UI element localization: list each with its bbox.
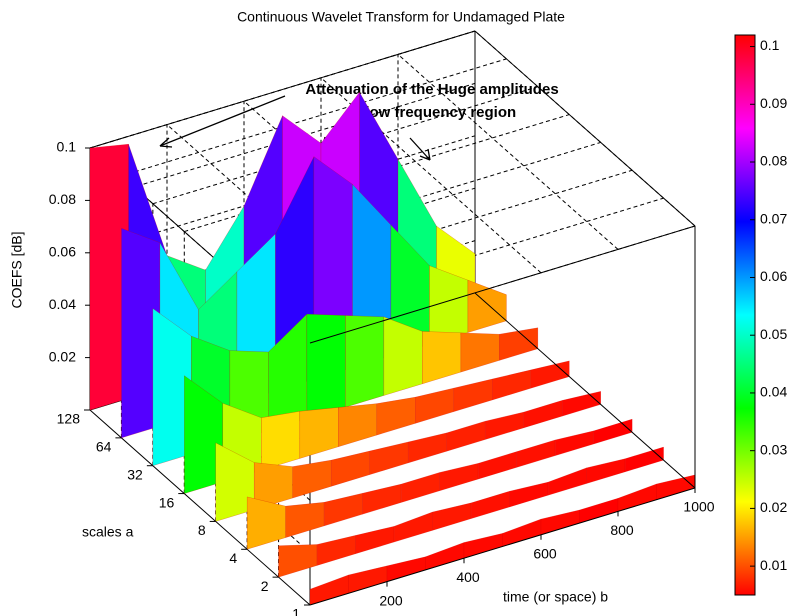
x-tick-label: 600 [533, 546, 557, 562]
surface-patch [393, 511, 433, 543]
z-tick-label: 0.02 [49, 348, 76, 364]
surface-patch [499, 327, 539, 361]
surface-patch [463, 533, 503, 559]
surface-patch [348, 565, 388, 594]
z-tick-label: 0.1 [57, 139, 77, 155]
surface-patch [415, 387, 454, 424]
y-tick-label: 32 [127, 466, 143, 482]
y-tick-label: 2 [261, 578, 269, 594]
surface-patch [617, 483, 657, 512]
y-tick-label: 64 [96, 439, 112, 455]
surface-patch [408, 432, 447, 464]
colorbar-tick-label: 0.02 [760, 499, 787, 515]
axis-box-edge [309, 487, 696, 606]
surface-patch [246, 496, 286, 550]
colorbar-tick-label: 0.1 [760, 37, 780, 53]
surface-patch [509, 481, 549, 508]
colorbar-tick-label: 0.03 [760, 441, 787, 457]
surface-patch [540, 509, 580, 536]
colorbar-tick-label: 0.07 [760, 210, 787, 226]
surface-patch [386, 556, 426, 582]
surface-patch [579, 498, 619, 524]
surface-patch [593, 418, 633, 445]
z-tick-label: 0.04 [49, 296, 76, 312]
surface-patch [562, 391, 601, 417]
surface-patch [376, 396, 416, 436]
surface-patch [439, 463, 479, 492]
surface-patch [345, 315, 385, 408]
surface-patch [323, 492, 363, 527]
surface-patch [292, 459, 332, 499]
colorbar-tick-label: 0.05 [760, 326, 787, 342]
axis-box-edge [89, 409, 311, 606]
surface-patch [432, 502, 472, 531]
colorbar-tick-label: 0.01 [760, 557, 787, 573]
surface-patch [299, 407, 339, 459]
axis-box-edge [474, 30, 696, 227]
colorbar-tick-label: 0.08 [760, 153, 787, 169]
z-tick-label: 0.08 [49, 191, 76, 207]
x-axis-label: time (or space) b [503, 589, 608, 605]
surface-patch [422, 331, 462, 385]
x-tick-label: 1000 [683, 499, 714, 515]
surface-patch [530, 360, 570, 389]
y-axis-label: scales a [82, 524, 134, 540]
surface-patch [485, 411, 524, 440]
colorbar-tick-label: 0.09 [760, 95, 787, 111]
colorbar-tick-label: 0.06 [760, 268, 787, 284]
surface-patch [331, 450, 370, 487]
annotation: at low frequency region [348, 104, 516, 121]
colorbar [734, 34, 756, 596]
surface-patch [467, 279, 507, 333]
surface-patch [586, 458, 626, 484]
axis-box-edge [474, 292, 696, 489]
surface-patch [306, 313, 346, 420]
colorbar-tick-label: 0.04 [760, 384, 787, 400]
surface-patch [656, 474, 696, 500]
x-tick-label: 400 [456, 569, 480, 585]
y-tick-label: 8 [198, 522, 206, 538]
surface-patch [470, 490, 510, 519]
z-axis-label: COEFS [dB] [9, 231, 25, 308]
surface-patch [453, 378, 493, 412]
z-tick-label: 0.06 [49, 244, 76, 260]
surface-patch [369, 441, 409, 475]
surface-patch [502, 518, 542, 547]
surface-patch [278, 544, 318, 578]
surface-patch [460, 332, 500, 373]
surface-patch [309, 574, 349, 606]
y-tick-label: 128 [57, 411, 81, 427]
surface-patch [425, 542, 465, 571]
surface-patch [400, 472, 440, 503]
surface-patch [624, 446, 664, 473]
surface-patch [261, 411, 300, 471]
surface-patch [446, 420, 486, 452]
y-tick-label: 4 [229, 550, 237, 566]
surface-patch [554, 430, 594, 456]
surface-patch [362, 483, 402, 515]
surface-patch [285, 502, 325, 538]
surface-patch [492, 369, 531, 401]
surface-patch [516, 439, 556, 468]
x-tick-label: 800 [610, 522, 634, 538]
surface-patch [547, 467, 587, 496]
annotation: Attenuation of the Huge amplitudes [305, 81, 558, 98]
axis-box-edge [309, 225, 696, 344]
surface-patch [316, 535, 356, 566]
y-tick-label: 16 [159, 494, 175, 510]
axis-box-edge [89, 30, 476, 149]
surface-patch [523, 400, 563, 429]
y-tick-label: 1 [292, 606, 300, 616]
surface-patch [338, 403, 377, 448]
surface-patch [355, 526, 395, 555]
x-tick-label: 200 [379, 592, 403, 608]
surface-patch [477, 451, 517, 480]
chart-title: Continuous Wavelet Transform for Undamag… [237, 9, 565, 25]
